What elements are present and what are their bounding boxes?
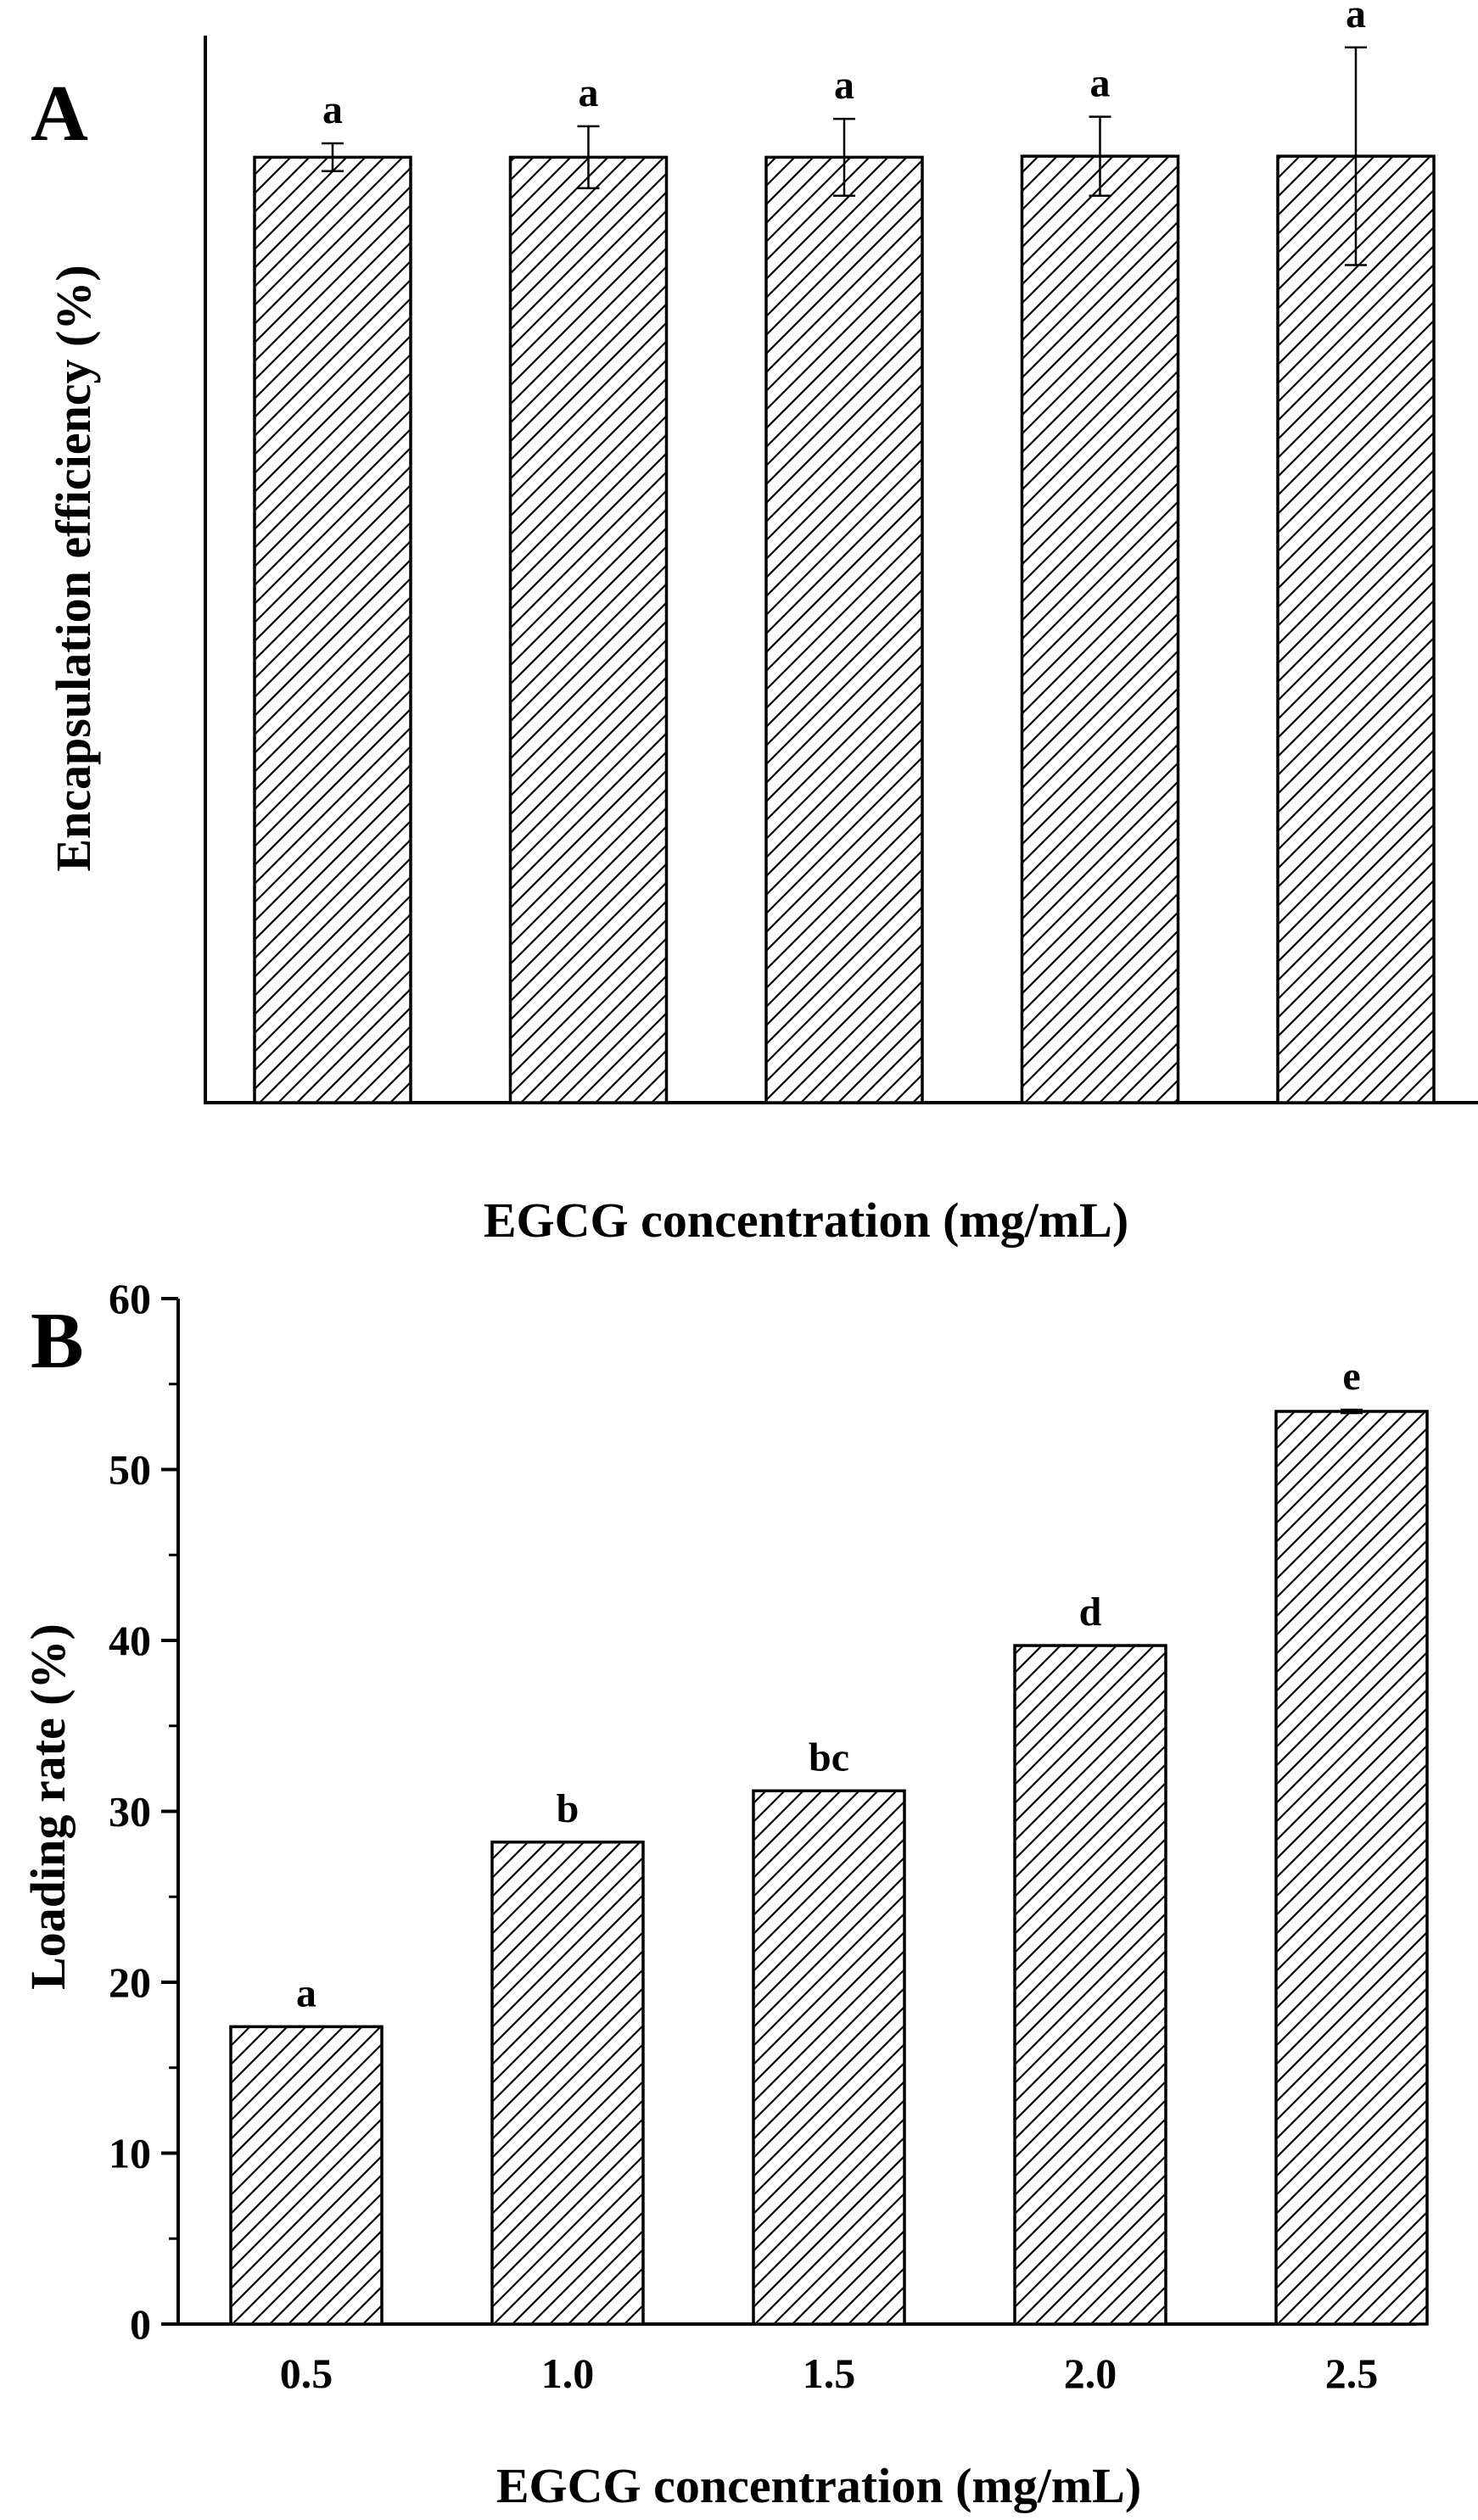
panel-a-bar xyxy=(508,155,669,1104)
panel-a-bar xyxy=(1276,154,1436,1104)
panel-a-significance-label: a xyxy=(322,87,343,132)
panel-b-category-label: 1.5 xyxy=(803,2350,856,2397)
panel-b-chart: B 0 10 20 30 40 50 60 a 0.5 b 1.0 bc 1.5 d 2.0 e 2.5 EGCG… xyxy=(20,1275,1429,2513)
panel-b-y-axis-title: Loading rate (%) xyxy=(20,1623,76,1990)
panel-b-x-axis-title: EGCG concentration (mg/mL) xyxy=(496,2458,1141,2513)
panel-b-bar xyxy=(1274,1410,1429,2326)
panel-b-bar xyxy=(752,1789,906,2326)
panel-a-letter: A xyxy=(31,70,88,158)
panel-a-bar xyxy=(253,155,412,1104)
panel-a-significance-label: a xyxy=(579,70,599,115)
panel-b-bar xyxy=(229,2025,383,2326)
panel-b-bar xyxy=(490,1841,645,2326)
panel-b-y-tick-label: 30 xyxy=(109,1788,151,1836)
panel-b-y-tick-label: 50 xyxy=(109,1446,151,1494)
panel-b-category-label: 2.0 xyxy=(1064,2350,1117,2397)
panel-b-category-label: 0.5 xyxy=(280,2350,333,2397)
panel-b-significance-label: b xyxy=(557,1786,579,1831)
panel-b-category-label: 2.5 xyxy=(1325,2350,1379,2397)
panel-b-significance-label: e xyxy=(1342,1354,1360,1399)
panel-b-significance-label: bc xyxy=(809,1735,849,1780)
panel-b-significance-label: d xyxy=(1079,1590,1102,1634)
panel-a-bar xyxy=(764,155,924,1104)
panel-b-bar xyxy=(1013,1644,1167,2326)
panel-b-y-tick-label: 10 xyxy=(109,2130,151,2177)
panel-a-chart: A a a a a a EGCG concentration (mg/mL) Encapsu… xyxy=(31,0,1478,1248)
panel-b-category-label: 1.0 xyxy=(541,2350,595,2397)
panel-b-y-tick-label: 40 xyxy=(109,1617,151,1664)
panel-a-bar xyxy=(1020,154,1180,1104)
panel-b-y-tick-label: 20 xyxy=(109,1958,151,2006)
panel-a-y-axis-title: Encapsulation efficiency (%) xyxy=(46,265,101,871)
panel-a-x-axis-title: EGCG concentration (mg/mL) xyxy=(484,1193,1128,1248)
panel-a-significance-label: a xyxy=(1346,0,1366,36)
panel-b-y-tick-label: 60 xyxy=(109,1275,151,1322)
panel-b-letter: B xyxy=(31,1297,84,1385)
panel-a-significance-label: a xyxy=(834,63,854,108)
panel-b-significance-label: a xyxy=(296,1970,316,2015)
panel-a-significance-label: a xyxy=(1090,61,1111,106)
panel-b-y-tick-label: 0 xyxy=(130,2300,151,2348)
